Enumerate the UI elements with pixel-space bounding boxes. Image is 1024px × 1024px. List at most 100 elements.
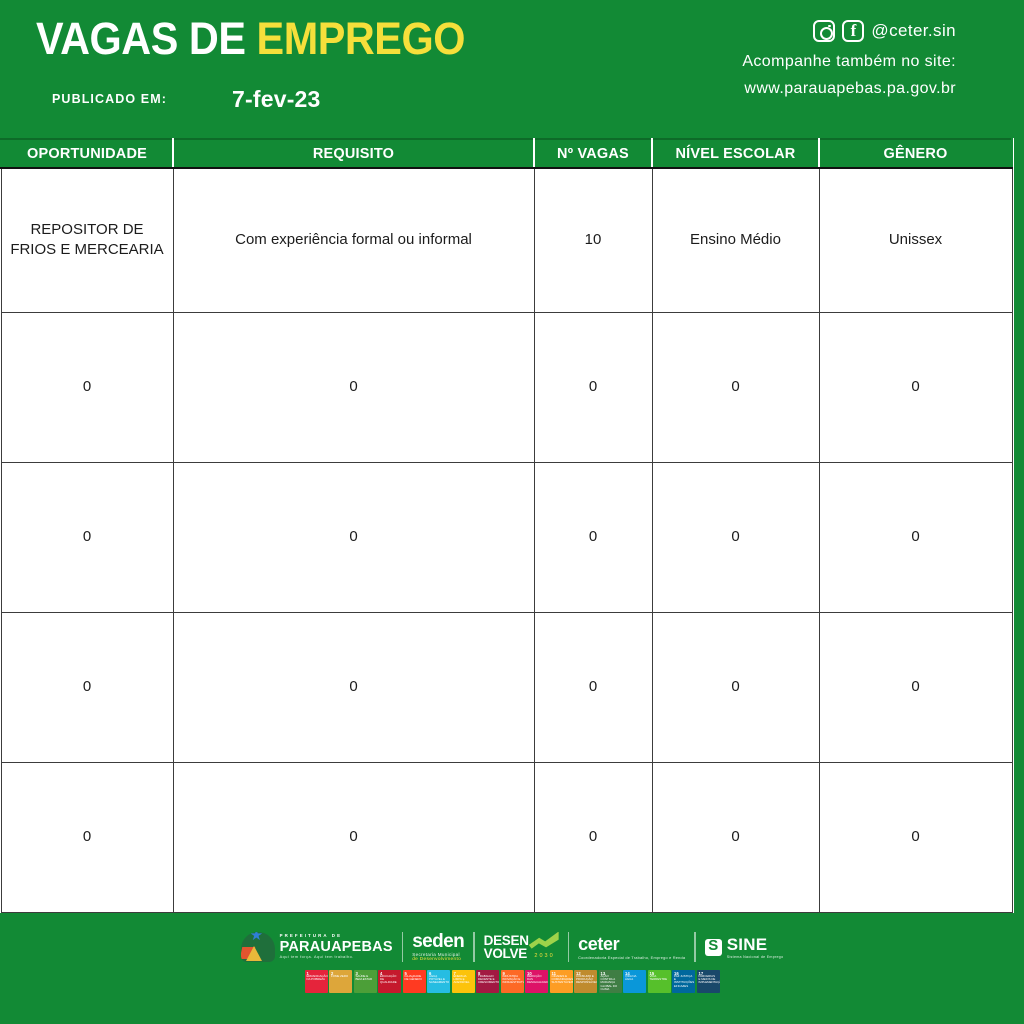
sdg-goal-title: CIDADES E COMUNIDADES SUSTENTÁVEIS [551,974,573,985]
sine-logo: SINE Sistema Nacional de Emprego [704,936,784,959]
sdg-goal-number: 3 [355,971,358,976]
sdg-goal-number: 1 [306,971,309,976]
table-row: 0 0 0 0 0 [0,611,1013,763]
sdg-goal-title: FOME ZERO [331,974,349,978]
desenvolve-logo: DESEN VOLVE 2030 [483,931,559,961]
column-header-requisito: REQUISITO [172,138,535,169]
social-handle-line: f @ceter.sin [742,18,956,44]
sine-wordmark: SINE Sistema Nacional de Emprego [727,936,784,959]
vagas-table: OPORTUNIDADE REQUISITO Nº VAGAS NÍVEL ES… [0,138,1013,913]
sdg-goal-2-icon: 2 FOME ZERO [329,970,352,993]
seden-logo: seden Secretaria Municipal de Desenvolvi… [412,932,465,963]
sdg-goal-title: ÁGUA POTÁVEL E SANEAMENTO [429,974,450,985]
logo-divider [473,932,475,962]
desenvolve-line2: VOLVE [483,946,528,961]
cell-genero: 0 [818,611,1013,763]
sine-mark-icon [704,937,722,956]
seden-subtitle-line1: Secretaria Municipal [412,952,460,958]
desenvolve-arrow-icon [528,931,559,949]
social-handle: @ceter.sin [871,21,956,40]
sdg-goal-title: AÇÃO CONTRA A MUDANÇA GLOBAL DO CLIMA [600,974,618,991]
cell-oportunidade: 0 [0,761,174,913]
sdg-goal-13-icon: 13 AÇÃO CONTRA A MUDANÇA GLOBAL DO CLIMA [598,970,622,993]
sdg-goal-title: REDUÇÃO DAS DESIGUALDADES [527,974,548,985]
column-header-genero: GÊNERO [818,138,1013,169]
cell-vagas: 0 [533,461,653,613]
ceter-logo: ceter Coordenadoria Especial de Trabalho… [578,935,685,960]
instagram-ring [819,26,833,40]
table-row: 0 0 0 0 0 [0,311,1013,463]
prefeitura-supra-label: PREFEITURA DE [279,933,343,939]
sdg-goal-number: 7 [453,971,456,976]
sdg-goal-number: 2 [331,971,334,976]
sdg-goal-title: PAZ JUSTIÇA E INSTITUIÇÕES EFICAZES [674,974,695,988]
sdg-goal-title: CONSUMO E PRODUÇÃO RESPONSÁVEIS [576,974,597,985]
sdg-goal-number: 16 [674,971,679,976]
sdg-goal-title: PARCERIAS E MEIOS DE IMPLEMENTAÇÃO [698,974,720,985]
vagas-table-head: OPORTUNIDADE REQUISITO Nº VAGAS NÍVEL ES… [0,138,1013,169]
table-row: 0 0 0 0 0 [0,761,1013,913]
sdg-goal-5-icon: 5 IGUALDADE DE GÊNERO [402,970,426,993]
sdg-goal-4-icon: 4 EDUCAÇÃO DE QUALIDADE [378,970,401,993]
cell-genero: Unissex [818,167,1013,313]
facebook-f-glyph: f [850,21,857,40]
sdg-goal-title: EDUCAÇÃO DE QUALIDADE [380,974,397,985]
sdg-goal-number: 6 [429,971,432,976]
sdg-goal-16-icon: 16 PAZ JUSTIÇA E INSTITUIÇÕES EFICAZES [672,970,695,993]
logo-strip: PREFEITURA DE PARAUAPEBAS Aqui tem força… [0,926,1024,968]
cell-requisito: 0 [172,311,535,463]
cell-requisito: Com experiência formal ou informal [172,167,535,313]
cell-oportunidade: 0 [0,611,174,763]
cell-genero: 0 [818,311,1013,463]
cell-vagas: 0 [533,311,653,463]
site-url[interactable]: www.parauapebas.pa.gov.br [744,80,956,97]
sdg-goal-number: 9 [502,971,505,976]
sdg-goal-title: ERRADICAÇÃO DA POBREZA [306,974,328,982]
page-title: VAGAS DE EMPREGO [36,16,465,61]
title-block: VAGAS DE EMPREGO [36,16,502,61]
cell-vagas: 0 [533,611,653,763]
sdg-goal-14-icon: 14 VIDA NA ÁGUA [623,970,646,993]
prefeitura-wordmark: PREFEITURA DE PARAUAPEBAS Aqui tem força… [279,933,393,959]
sdg-goal-6-icon: 6 ÁGUA POTÁVEL E SANEAMENTO [427,970,450,993]
sdg-goal-title: VIDA TERRESTRE [649,974,668,982]
desenvolve-year: 2030 [534,953,555,959]
table-header-row: OPORTUNIDADE REQUISITO Nº VAGAS NÍVEL ES… [0,138,1013,169]
sdg-goal-title: TRABALHO DECENTE E CRESCIMENTO [478,974,499,985]
desenvolve-wordmark: DESEN VOLVE 2030 [483,931,559,961]
sdg-goal-number: 10 [527,971,532,976]
cell-nivel-escolar: 0 [651,761,820,913]
cell-oportunidade: 0 [0,461,174,613]
seden-subtitle-line2: de Desenvolvimento [412,957,462,963]
column-header-oportunidade: OPORTUNIDADE [0,138,174,169]
prefeitura-name: PARAUAPEBAS [279,938,393,955]
sdg-goal-1-icon: 1 ERRADICAÇÃO DA POBREZA [304,970,328,993]
prefeitura-triangle-shape [245,946,262,961]
poster-header: VAGAS DE EMPREGO PUBLICADO EM: 7-fev-23 … [0,0,1024,138]
sine-subtitle: Sistema Nacional de Emprego [726,954,784,959]
cell-oportunidade: REPOSITOR DE FRIOS E MERCEARIA [0,167,174,313]
sdg-goal-number: 13 [600,971,606,976]
sdg-goals-strip: 1 ERRADICAÇÃO DA POBREZA 2 FOME ZERO 3 SAÚDE … [0,970,1024,1000]
sine-name: SINE [726,934,768,954]
page-title-part-yellow: EMPREGO [256,13,466,64]
instagram-icon[interactable] [813,20,836,42]
prefeitura-tagline: Aqui tem força. Aqui tem trabalho. [279,954,354,959]
sdg-goal-7-icon: 7 ENERGIA LIMPA E ACESSÍVEL [451,970,475,993]
cell-vagas: 0 [533,761,653,913]
ceter-wordmark: ceter Coordenadoria Especial de Trabalho… [578,935,685,960]
ceter-subtitle: Coordenadoria Especial de Trabalho, Empr… [578,954,686,960]
facebook-icon[interactable]: f [842,20,865,42]
sdg-goal-title: ENERGIA LIMPA E ACESSÍVEL [453,974,470,985]
prefeitura-parauapebas-logo: PREFEITURA DE PARAUAPEBAS Aqui tem força… [240,930,393,964]
prefeitura-mark-icon [240,930,275,964]
site-label: Acompanhe também no site: [742,53,956,70]
seden-wordmark: seden Secretaria Municipal de Desenvolvi… [412,932,465,963]
logo-divider [401,932,404,962]
sdg-goal-11-icon: 11 CIDADES E COMUNIDADES SUSTENTÁVEIS [549,970,573,993]
page-title-part-white: VAGAS DE [36,13,257,64]
cell-nivel-escolar: 0 [651,611,820,763]
sdg-goal-title: SAÚDE E BEM-ESTAR [355,974,373,982]
prefeitura-arc-shape [240,932,275,962]
